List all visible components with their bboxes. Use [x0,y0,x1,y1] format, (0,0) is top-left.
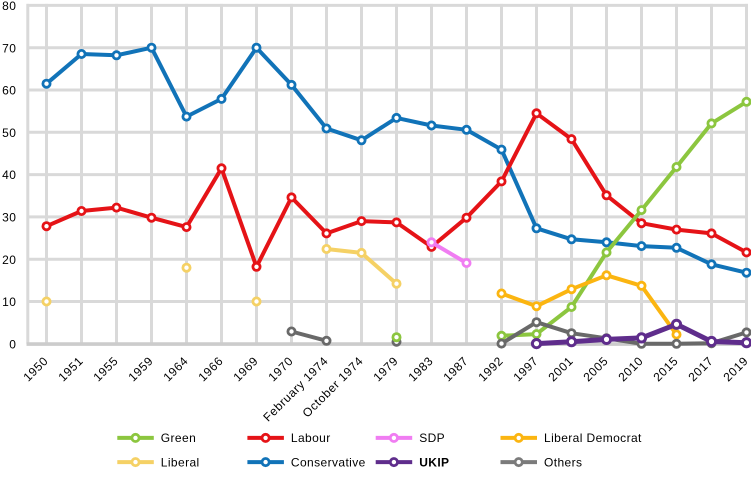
svg-text:60: 60 [2,84,16,98]
svg-text:Others: Others [544,455,582,469]
svg-text:Green: Green [161,431,196,445]
svg-text:Liberal Democrat: Liberal Democrat [544,431,642,445]
svg-text:Liberal: Liberal [161,455,200,469]
svg-text:SDP: SDP [419,431,445,445]
svg-text:40: 40 [2,168,16,182]
svg-text:0: 0 [9,337,16,351]
svg-text:Conservative: Conservative [291,455,366,469]
svg-text:10: 10 [2,295,16,309]
svg-text:Labour: Labour [291,431,331,445]
svg-text:80: 80 [2,0,16,13]
svg-text:20: 20 [2,253,16,267]
svg-text:70: 70 [2,41,16,55]
svg-text:50: 50 [2,126,16,140]
svg-text:30: 30 [2,211,16,225]
svg-text:UKIP: UKIP [419,455,449,469]
